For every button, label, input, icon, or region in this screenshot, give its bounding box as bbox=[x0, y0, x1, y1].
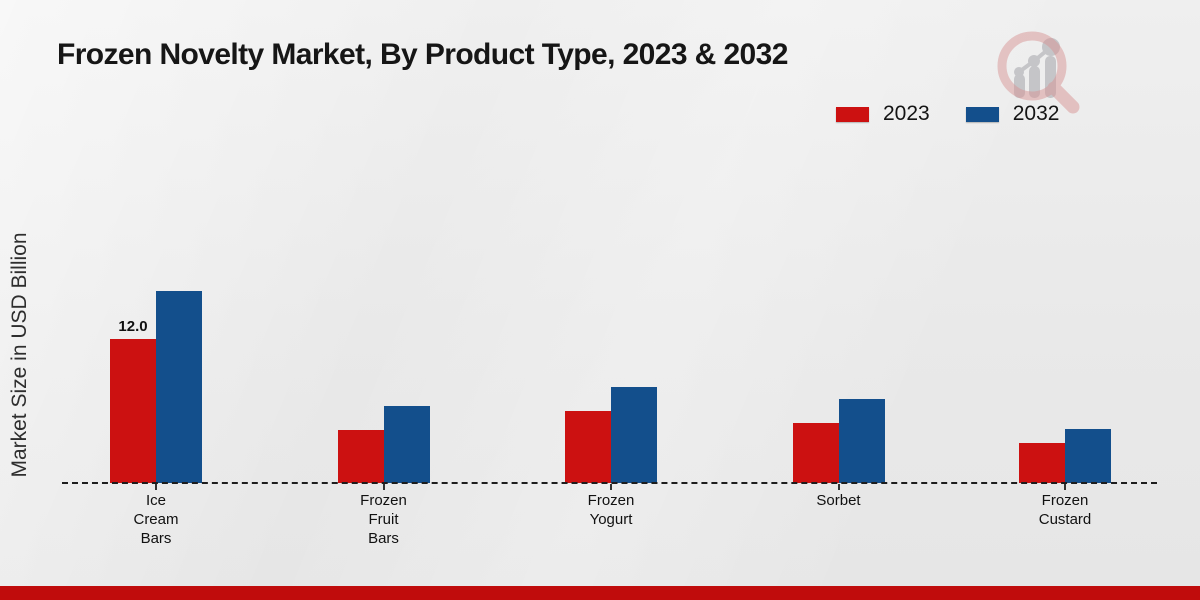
bar-2023-frozen-fruit-bars bbox=[337, 430, 384, 483]
category-label-frozen-custard: Frozen Custard bbox=[1038, 492, 1092, 528]
category-label-sorbet: Sorbet bbox=[816, 492, 861, 509]
legend-label: 2032 bbox=[1012, 102, 1060, 125]
x-axis-tick bbox=[610, 484, 612, 490]
legend-swatch-2032 bbox=[965, 106, 999, 122]
legend-item-2032: 2032 bbox=[965, 102, 1060, 126]
legend-item-2023: 2023 bbox=[836, 102, 930, 126]
bar-2032-ice-cream-bars bbox=[156, 291, 202, 483]
bar-2023-ice-cream-bars bbox=[110, 339, 156, 483]
magnifier-bar-chart-logo bbox=[988, 24, 1092, 116]
bar-value-label: 12.0 bbox=[118, 318, 148, 335]
category-label-frozen-yogurt: Frozen Yogurt bbox=[587, 492, 635, 528]
legend-label: 2023 bbox=[883, 102, 930, 125]
x-axis-tick bbox=[155, 484, 157, 490]
x-axis-tick bbox=[1064, 484, 1066, 490]
category-label-frozen-fruit-bars: Frozen Fruit Bars bbox=[360, 492, 407, 547]
x-axis-baseline bbox=[62, 482, 1157, 484]
bar-2032-frozen-yogurt bbox=[611, 387, 657, 483]
x-axis-tick bbox=[837, 484, 840, 490]
legend-swatch-2023 bbox=[836, 106, 869, 122]
logo-graphic bbox=[997, 31, 1080, 114]
bar-2032-frozen-custard bbox=[1065, 429, 1111, 483]
footer-accent-bar bbox=[0, 586, 1200, 600]
category-label-ice-cream-bars: Ice Cream Bars bbox=[133, 492, 179, 547]
bar-2023-sorbet bbox=[792, 423, 839, 483]
bar-2023-frozen-custard bbox=[1019, 443, 1065, 483]
legend: 2023 2032 bbox=[836, 102, 1059, 126]
bar-2032-frozen-fruit-bars bbox=[383, 406, 430, 483]
chart-title: Frozen Novelty Market, By Product Type, … bbox=[57, 38, 788, 71]
bar-2032-sorbet bbox=[838, 399, 885, 483]
x-axis-tick bbox=[382, 484, 385, 490]
bar-2023-frozen-yogurt bbox=[565, 411, 611, 483]
